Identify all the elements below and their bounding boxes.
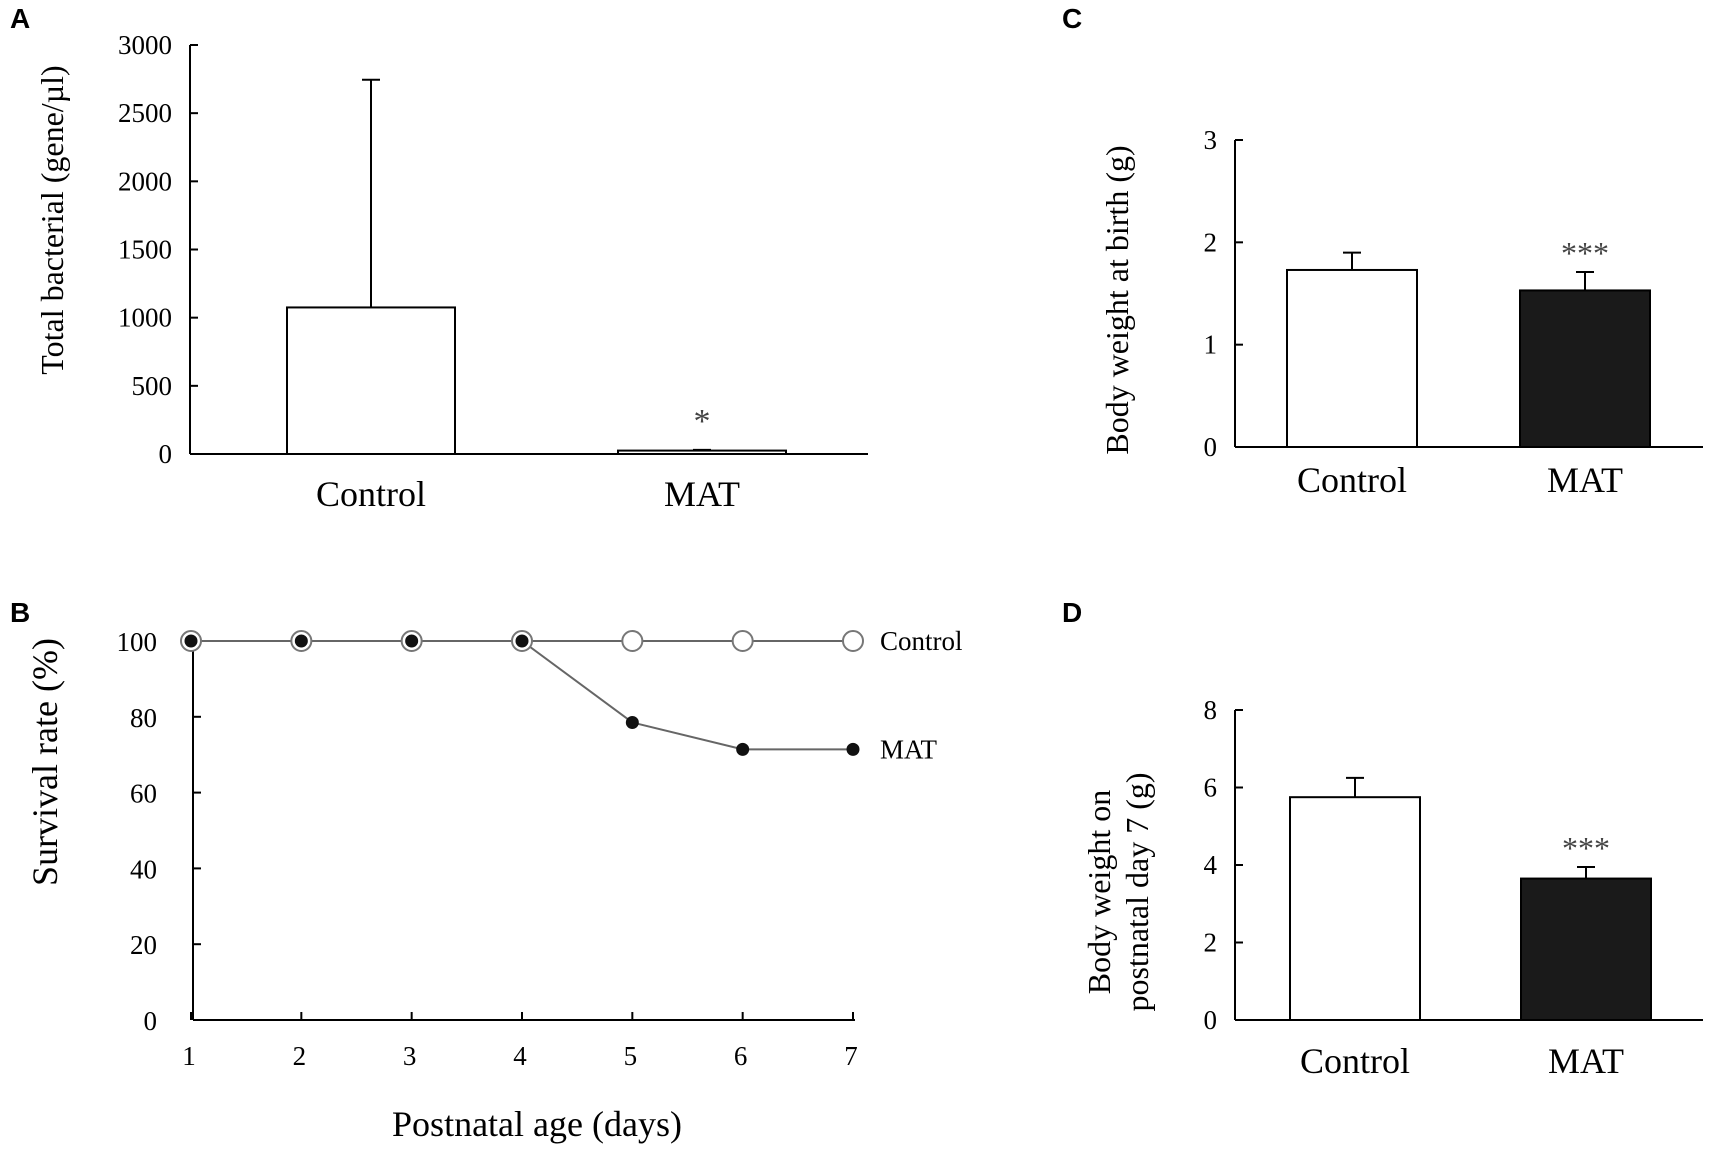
panel-c-bar-mat (1519, 289, 1651, 448)
panel-b-point-control (731, 630, 754, 652)
panel-c-category-label: MAT (1547, 460, 1623, 500)
panel-b-letter: B (10, 597, 30, 628)
panel-b-ytick-label: 60 (130, 779, 157, 809)
panel-d-ylabel-line1: Body weight on (1081, 790, 1117, 994)
panel-c-ytick-label: 0 (1204, 432, 1218, 462)
panel-b: B Survival rate (%) Postnatal age (days)… (10, 597, 963, 1144)
panel-d-bar-control (1289, 796, 1421, 1021)
panel-b-series-label-mat: MAT (880, 734, 938, 764)
panel-d-letter: D (1062, 597, 1082, 628)
panel-b-xtick-label: 1 (182, 1041, 196, 1071)
panel-d-bar-mat (1520, 877, 1652, 1021)
panel-d-ytick-label: 4 (1204, 850, 1218, 880)
panel-b-ytick-label: 100 (117, 627, 158, 657)
panel-a-ytick-label: 2500 (118, 98, 172, 128)
panel-b-line-mat (191, 640, 853, 751)
panel-b-point-mat (846, 742, 860, 756)
panel-b-xtick-label: 4 (513, 1041, 527, 1071)
panel-b-point-mat (184, 634, 198, 648)
panel-c-ytick-label: 1 (1204, 330, 1218, 360)
panel-b-point-control (842, 630, 864, 652)
panel-b-ytick-label: 0 (144, 1006, 158, 1036)
panel-d-category-label: Control (1300, 1041, 1410, 1081)
panel-b-ylabel: Survival rate (%) (25, 638, 65, 886)
panel-d-ytick-label: 0 (1204, 1005, 1218, 1035)
panel-b-xtick-label: 3 (403, 1041, 417, 1071)
panel-b-point-mat (736, 742, 750, 756)
panel-b-xtick-label: 6 (734, 1041, 748, 1071)
panel-a-ytick-label: 3000 (118, 30, 172, 60)
panel-a-letter: A (10, 3, 30, 34)
panel-b-xtick-label: 5 (624, 1041, 638, 1071)
panel-b-point-mat (625, 715, 639, 729)
panel-c-ytick-label: 2 (1204, 227, 1218, 257)
panel-d-category-label: MAT (1548, 1041, 1624, 1081)
panel-b-series-label-control: Control (880, 626, 963, 656)
panel-b-point-mat (515, 634, 529, 648)
panel-c-category-label: Control (1297, 460, 1407, 500)
panel-a-bar-control (286, 306, 456, 456)
panel-c-significance-mark: *** (1561, 235, 1609, 271)
panel-d: D Body weight on postnatal day 7 (g) 0 2 4… (1062, 597, 1703, 1081)
panel-b-ytick-label: 40 (130, 854, 157, 884)
panel-b-xtick-label: 7 (844, 1041, 858, 1071)
panel-c: C Body weight at birth (g) 0 1 2 3 Control MA… (1062, 3, 1703, 500)
panel-d-significance-mark: *** (1562, 830, 1610, 866)
panel-d-ytick-label: 8 (1204, 695, 1218, 725)
panel-c-ytick-label: 3 (1204, 125, 1218, 155)
panel-a: A Total bacterial (gene/µl) 0 500 1000 1500… (10, 3, 868, 514)
panel-a-ytick-label: 1500 (118, 235, 172, 265)
panel-d-ytick-label: 2 (1204, 928, 1218, 958)
panel-b-point-control (621, 630, 644, 652)
panel-b-xlabel: Postnatal age (days) (392, 1104, 682, 1144)
panel-b-point-mat (405, 634, 419, 648)
panel-a-category-label: MAT (664, 474, 740, 514)
panel-a-ylabel: Total bacterial (gene/µl) (34, 65, 70, 374)
panel-b-point-mat (294, 634, 308, 648)
panel-a-significance-mark: * (694, 403, 711, 440)
panel-b-ytick-label: 20 (130, 930, 157, 960)
panel-a-category-label: Control (316, 474, 426, 514)
panel-a-ytick-label: 0 (159, 439, 173, 469)
panel-a-bar-mat (617, 449, 787, 456)
panel-d-ylabel-line2: postnatal day 7 (g) (1119, 772, 1155, 1011)
panel-a-ytick-label: 500 (132, 371, 173, 401)
panel-c-letter: C (1062, 3, 1082, 34)
panel-b-xtick-label: 2 (293, 1041, 307, 1071)
panel-d-ytick-label: 6 (1204, 773, 1218, 803)
panel-b-ytick-label: 80 (130, 703, 157, 733)
panel-c-ylabel: Body weight at birth (g) (1099, 145, 1135, 454)
panel-c-bar-control (1286, 268, 1418, 449)
panel-a-ytick-label: 2000 (118, 166, 172, 196)
panel-a-ytick-label: 1000 (118, 303, 172, 333)
